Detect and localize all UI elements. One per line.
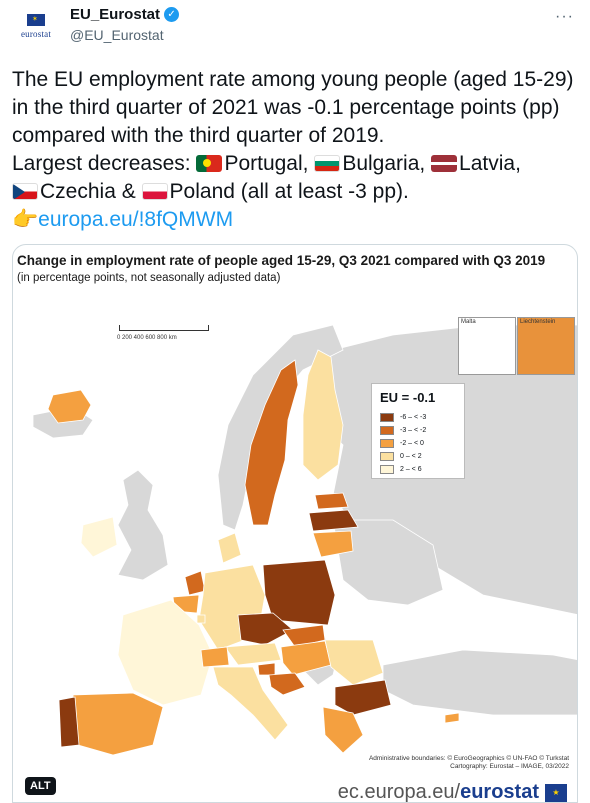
eu-flag-icon [27,13,45,26]
estonia [314,492,349,510]
pointing-hand-icon: 👉 [12,208,39,231]
italy [212,666,289,741]
sweden [244,359,299,526]
tweet-line2: Largest decreases: [12,152,197,175]
credits-line-2: Cartography: Eurostat – IMAGE, 03/2022 [450,763,569,770]
greece [322,706,364,754]
legend-label: -6 – < -3 [400,414,427,421]
display-name[interactable]: EU_Eurostat [70,6,161,23]
denmark [217,532,242,564]
credits-line-1: Administrative boundaries: © EuroGeograp… [368,755,569,762]
legend-title: EU = -0.1 [380,390,436,405]
finland [302,349,344,481]
eurostat-footer: ec.europa.eu/eurostat ★ [337,781,567,803]
tweet-bulgaria: Bulgaria, [342,152,432,175]
poland [262,559,336,626]
ireland [80,516,118,558]
france [117,599,214,706]
map-legend: EU = -0.1 -6 – < -3 -3 – < -2 -2 – < 0 0… [371,383,465,479]
tweet-line1: The EU employment rate among young peopl… [12,68,574,147]
scale-bar-line [119,325,209,331]
display-name-row[interactable]: EU_Eurostat ✓ [70,6,180,23]
tweet-czechia: Czechia & [40,180,142,203]
latvia [308,509,359,532]
legend-swatch-0 [380,413,394,422]
cyprus [444,712,460,724]
luxembourg [196,614,206,624]
legend-item: -3 – < -2 [380,424,456,437]
legend-swatch-3 [380,452,394,461]
legend-swatch-4 [380,465,394,474]
footer-text: ec.europa.eu/ [337,781,461,803]
lithuania [312,530,354,558]
footer-bold: eurostat [460,781,539,803]
uk [117,469,169,581]
map-subtitle: (in percentage points, not seasonally ad… [17,272,281,284]
spain [72,692,164,755]
tweet-header: eurostat EU_Eurostat ✓ @EU_Eurostat ··· [12,6,578,50]
czechia [237,612,294,646]
tweet-latvia: Latvia, [459,152,521,175]
handle[interactable]: @EU_Eurostat [70,27,164,43]
legend-label: 0 – < 2 [400,453,422,460]
tweet-text: The EU employment rate among young peopl… [12,66,580,234]
avatar-wordmark: eurostat [20,28,52,39]
ukraine-belarus [332,519,444,606]
tweet-portugal: Portugal, [224,152,315,175]
more-options-icon[interactable]: ··· [555,8,574,25]
portugal [58,696,80,748]
legend-label: 2 – < 6 [400,466,422,473]
norway [217,324,344,531]
map-title: Change in employment rate of people aged… [17,253,546,268]
croatia [268,672,306,696]
latvia-flag-icon [431,155,458,172]
avatar[interactable]: eurostat [12,6,60,46]
czechia-flag-icon [12,183,38,200]
romania [324,639,384,686]
legend-item: 0 – < 2 [380,450,456,463]
liechtenstein-inset-label: Liechtenstein [520,319,556,325]
austria [224,642,282,666]
switzerland [200,646,230,668]
malta-inset: Malta [458,317,516,375]
map-credits: Administrative boundaries: © EuroGeograp… [369,755,569,771]
bulgaria-flag-icon [314,155,341,172]
tweet-poland: Poland (all at least -3 pp). [169,180,409,203]
scale-bar: 0 200 400 600 800 km [117,325,213,345]
author-names: EU_Eurostat ✓ @EU_Eurostat [70,6,180,43]
verified-badge-icon: ✓ [164,7,180,22]
legend-label: -2 – < 0 [400,440,424,447]
slovenia [257,662,276,676]
malta-inset-label: Malta [461,319,476,325]
turkey-region [382,649,577,716]
media-card[interactable]: Change in employment rate of people aged… [12,244,578,803]
alt-text-button[interactable]: ALT [25,777,56,795]
legend-swatch-2 [380,439,394,448]
poland-flag-icon [141,183,168,200]
legend-swatch-1 [380,426,394,435]
legend-item: -2 – < 0 [380,437,456,450]
legend-item: -6 – < -3 [380,411,456,424]
legend-item: 2 – < 6 [380,463,456,476]
tweet-link[interactable]: europa.eu/!8fQMWM [38,208,234,231]
liechtenstein-inset: Liechtenstein [517,317,575,375]
iceland-overlay [47,389,92,424]
portugal-flag-icon [196,155,223,172]
bulgaria [334,679,392,716]
eu-flag-icon: ★ [545,783,567,802]
scale-bar-labels: 0 200 400 600 800 km [117,335,177,341]
hungary [280,640,332,676]
legend-label: -3 – < -2 [400,427,427,434]
